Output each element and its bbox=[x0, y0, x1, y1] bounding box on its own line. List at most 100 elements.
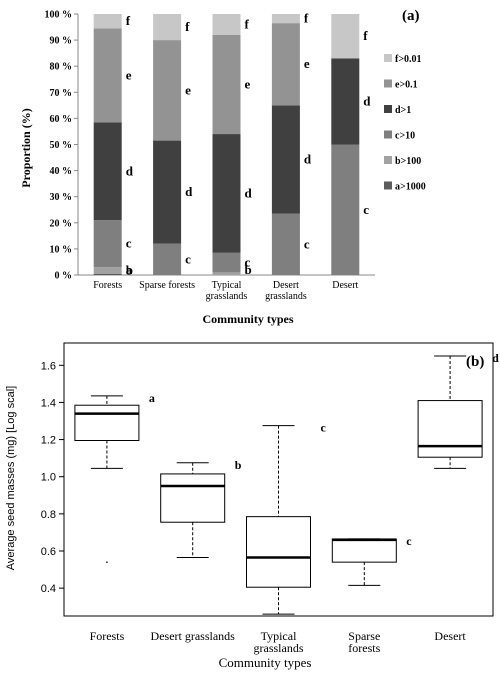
x-tick-label-a: Desert bbox=[273, 280, 299, 291]
bar-segment-d bbox=[271, 105, 300, 214]
x-tick-label-a: grasslands bbox=[206, 291, 248, 302]
bar-segment-c bbox=[93, 220, 122, 268]
y-tick-label-a: 0 % bbox=[55, 271, 73, 282]
bar-letter-label: f bbox=[126, 13, 131, 28]
bar-letter-label: c bbox=[363, 202, 369, 217]
y-tick-label-a: 70 % bbox=[50, 88, 73, 99]
x-tick-label-b: forests bbox=[348, 641, 380, 655]
y-tick-label-b: 1.6 bbox=[41, 360, 56, 372]
legend-a: f>0.01 e>0.1 d>1 c>10 b>100 a>1000 bbox=[384, 54, 426, 193]
bar-segment-b bbox=[212, 272, 241, 275]
bar-segment-a bbox=[93, 273, 122, 275]
legend-label: e>0.1 bbox=[395, 80, 418, 91]
box-plot-chart: 0.4 0.6 0.8 1.0 1.2 1.4 1.6 a b c c d Forests Deser… bbox=[5, 342, 499, 670]
panel-label-b: (b) bbox=[466, 354, 484, 370]
y-tick-label-b: 0.6 bbox=[41, 546, 56, 558]
bar-letter-label: e bbox=[185, 82, 191, 97]
bar-segment-f bbox=[93, 14, 122, 29]
boxes-b: a b c c d bbox=[74, 351, 499, 615]
x-tick-label-b: grasslands bbox=[254, 641, 304, 655]
x-tick-label-b: Desert grasslands bbox=[151, 629, 236, 643]
bar-letter-label: b bbox=[245, 262, 252, 277]
x-tick-label-a: Sparse forests bbox=[139, 280, 195, 291]
y-axis-b: 0.4 0.6 0.8 1.0 1.2 1.4 1.6 bbox=[41, 360, 64, 595]
bar-letter-label: d bbox=[363, 93, 371, 108]
panel-label-a: (a) bbox=[402, 8, 420, 24]
plot-frame-b bbox=[63, 342, 494, 617]
bar-segment-d bbox=[93, 122, 122, 221]
y-tick-label-a: 90 % bbox=[50, 36, 73, 47]
bar-segment-d bbox=[331, 58, 360, 145]
bar-segment-d bbox=[212, 134, 241, 253]
bar-letter-label: a bbox=[126, 262, 133, 277]
bar-letter-label: c bbox=[185, 251, 191, 266]
y-tick-label-b: 1.0 bbox=[41, 472, 56, 484]
y-tick-label-a: 30 % bbox=[50, 192, 73, 203]
y-tick-label-a: 80 % bbox=[50, 62, 73, 73]
bar-letter-label: b bbox=[126, 262, 133, 277]
bar-segment-f bbox=[212, 14, 241, 35]
box-iqr bbox=[160, 473, 226, 523]
significance-letter: b bbox=[235, 458, 242, 472]
bar-letter-label: d bbox=[245, 185, 253, 200]
y-axis-a: 0 % 10 % 20 % 30 % 40 % 50 % 60 % 70 % 80 % 90 % 1… bbox=[45, 10, 375, 282]
significance-letter: c bbox=[321, 421, 327, 435]
box-iqr bbox=[417, 400, 483, 458]
bar-segment-f bbox=[271, 14, 300, 24]
bar-segment-d bbox=[153, 140, 182, 244]
y-tick-label-b: 1.2 bbox=[41, 435, 56, 447]
x-tick-label-a: Desert bbox=[332, 280, 358, 291]
significance-letter: c bbox=[406, 534, 412, 548]
bar-segment-e bbox=[271, 23, 300, 106]
x-axis-title-a: Community types bbox=[202, 312, 293, 326]
bar-letter-label: c bbox=[126, 236, 132, 251]
box-iqr bbox=[74, 404, 140, 442]
y-axis-title-b: Average seed masses (mg) [Log scal] bbox=[5, 386, 17, 570]
bar-letter-label: c bbox=[304, 236, 310, 251]
y-tick-label-a: 60 % bbox=[50, 114, 73, 125]
bar-segment-f bbox=[153, 14, 182, 41]
bar-letter-label: e bbox=[126, 67, 132, 82]
x-tick-labels-a: Forests Sparse forests TypicalgrasslandsDe… bbox=[93, 280, 358, 302]
legend-swatch bbox=[384, 130, 392, 139]
significance-letter: a bbox=[149, 391, 155, 405]
box-iqr bbox=[246, 516, 311, 588]
bar-letter-label: c bbox=[245, 255, 251, 270]
bar-letter-label: d bbox=[304, 152, 312, 167]
x-axis-title-b: Community types bbox=[219, 655, 312, 670]
x-tick-labels-b: Forests Desert grasslands Typicalgrassland… bbox=[90, 629, 467, 655]
bar-letter-label: f bbox=[185, 19, 190, 34]
x-tick-label-a: grasslands bbox=[265, 291, 307, 302]
box-iqr bbox=[331, 538, 397, 563]
stacked-bar-chart: 0 % 10 % 20 % 30 % 40 % 50 % 60 % 70 % 80 % 90 % 1… bbox=[19, 8, 426, 326]
bar-letter-label: d bbox=[126, 163, 134, 178]
x-tick-label-b: Forests bbox=[90, 629, 125, 643]
y-tick-label-b: 1.4 bbox=[41, 397, 56, 409]
y-tick-label-a: 40 % bbox=[50, 166, 73, 177]
y-tick-label-b: 0.4 bbox=[41, 583, 56, 595]
x-tick-label-a: Forests bbox=[93, 280, 122, 291]
bar-letter-label: e bbox=[304, 56, 310, 71]
bar-segment-c bbox=[271, 213, 300, 275]
x-tick-label-b: Desert bbox=[434, 629, 466, 643]
y-tick-label-a: 20 % bbox=[50, 218, 73, 229]
x-tick-label-b: Sparse bbox=[348, 629, 380, 643]
bar-segment-e bbox=[212, 34, 241, 135]
legend-label: c>10 bbox=[395, 131, 415, 142]
bar-segment-c bbox=[212, 252, 241, 273]
outlier-point bbox=[106, 561, 108, 563]
bar-segment-e bbox=[153, 40, 182, 141]
x-tick-label-a: Typical bbox=[212, 280, 242, 291]
bar-segment-f bbox=[331, 14, 360, 59]
bar-letter-label: d bbox=[185, 184, 193, 199]
legend-swatch bbox=[384, 156, 392, 164]
bar-letter-label: e bbox=[245, 76, 251, 91]
legend-swatch bbox=[384, 54, 392, 62]
bar-segment-e bbox=[93, 28, 122, 123]
bar-segment-c bbox=[153, 243, 182, 275]
x-tick-label-b: Typical bbox=[261, 629, 297, 643]
legend-swatch bbox=[384, 105, 392, 113]
bar-letter-label: f bbox=[304, 11, 309, 26]
